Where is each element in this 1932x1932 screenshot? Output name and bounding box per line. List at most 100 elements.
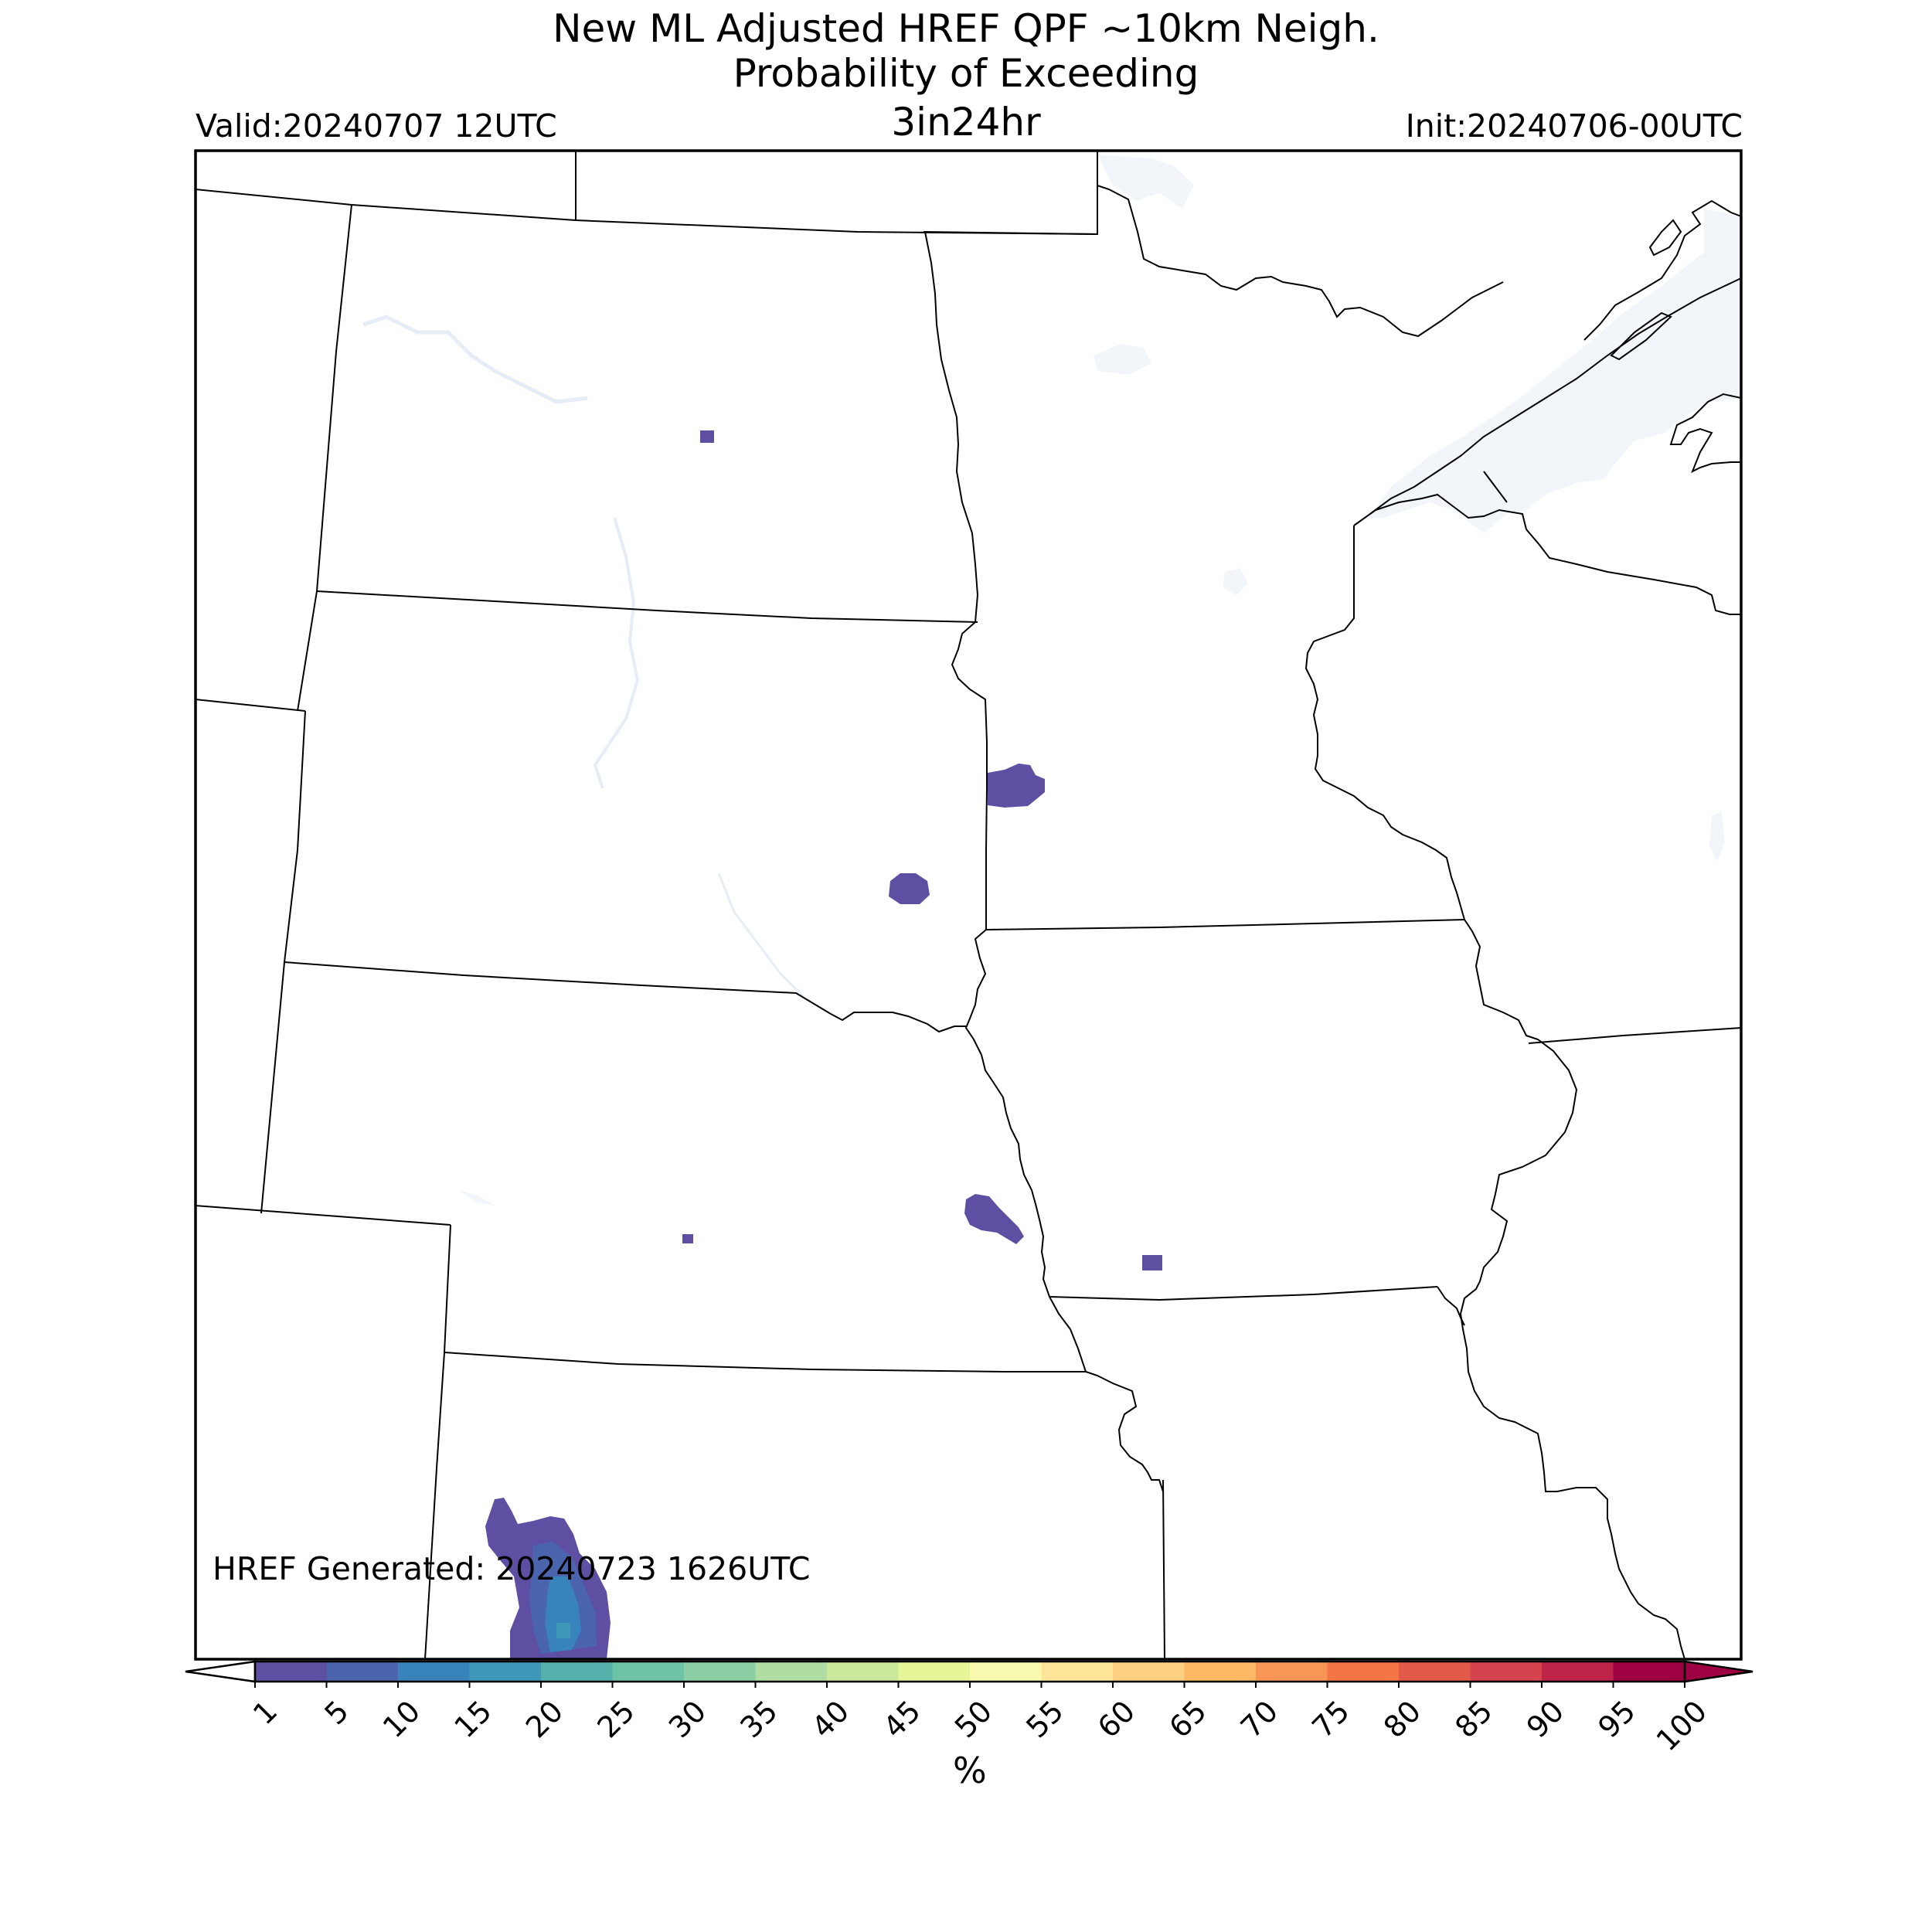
prob-area-eastern-nebraska — [964, 1194, 1024, 1244]
colorbar-tick-label: 40 — [805, 1694, 855, 1744]
colorbar-lower-extend — [185, 1660, 257, 1683]
lake-michigan-north — [1704, 209, 1741, 317]
generated-time-label: HREF Generated: 20240723 1626UTC — [213, 1550, 811, 1587]
wisconsin-minnesota-border — [1304, 526, 1465, 920]
nebraska-kansas-border — [444, 1352, 1086, 1372]
wyoming-sd-ne-border — [260, 710, 306, 1214]
colorbar-tick-label: 55 — [1019, 1694, 1070, 1744]
colorbar-tick-label: 60 — [1091, 1694, 1141, 1744]
colorbar-swatch — [684, 1662, 757, 1682]
colorbar-swatch — [1327, 1662, 1400, 1682]
wisconsin-south-line — [1483, 471, 1508, 503]
mille-lacs — [1223, 568, 1248, 595]
missouri-river-sd — [717, 872, 805, 998]
missouri-river-ne-ks-mo-border — [1049, 1296, 1164, 1492]
wyoming-colorado-border — [196, 1205, 451, 1226]
colorbar-swatch — [1256, 1662, 1328, 1682]
title-line-1: New ML Adjusted HREF QPF ~10km Neigh. — [553, 6, 1379, 51]
lake-of-the-woods — [1097, 155, 1194, 209]
colorbar: 1 5 10 15 20 25 30 35 40 45 50 55 60 65 70 75 80 85 90 95 10… — [185, 1660, 1753, 1757]
colorbar-swatch — [541, 1662, 614, 1682]
colorbar-swatch — [255, 1662, 328, 1682]
sakakawea-reservoir — [362, 315, 588, 404]
colorbar-upper-extend — [1683, 1660, 1753, 1683]
sd-minnesota-border — [951, 621, 988, 930]
colorbar-swatch — [326, 1662, 399, 1682]
prob-area-sw-kansas-20pct — [556, 1623, 570, 1638]
colorbar-swatch — [612, 1662, 685, 1682]
kansas-missouri-border — [1162, 1479, 1165, 1659]
minnesota-iowa-border — [985, 919, 1465, 930]
colorbar-tick-label: 30 — [662, 1694, 713, 1744]
colorbar-tick-label: 90 — [1520, 1694, 1570, 1744]
water-features — [362, 155, 1741, 1206]
colorbar-tick-label: 1 — [247, 1694, 284, 1731]
lake-superior-north-shore — [1369, 277, 1741, 515]
colorbar-tick-label: 80 — [1377, 1694, 1427, 1744]
colorbar-swatch — [469, 1662, 542, 1682]
ontario-shoreline-north — [1583, 199, 1741, 341]
wisconsin-lake-superior-shore — [1353, 493, 1527, 530]
colorbar-tick-label: 75 — [1305, 1694, 1355, 1744]
colorbar-tick-label: 35 — [733, 1694, 784, 1744]
colorbar-tick-label: 70 — [1234, 1694, 1284, 1744]
oahe-reservoir — [593, 517, 640, 789]
init-time-label: Init:20240706-00UTC — [1405, 107, 1743, 145]
probability-fill — [485, 430, 1162, 1659]
iowa-missouri-border — [1049, 1286, 1438, 1301]
wisconsin-michigan-border — [1526, 529, 1741, 615]
map-frame — [194, 149, 1743, 1661]
ontario-coast-points — [1648, 219, 1682, 257]
iowa-sd-border-big-sioux — [964, 929, 987, 1056]
colorbar-tick-label: 25 — [590, 1694, 641, 1744]
colorbar-swatch — [398, 1662, 471, 1682]
nebraska-colorado-border — [424, 1224, 451, 1659]
colorbar-tick-label: 95 — [1591, 1694, 1641, 1744]
prob-area-se-south-dakota — [889, 873, 930, 904]
colorbar-swatch — [1470, 1662, 1543, 1682]
title-line-2: Probability of Exceeding — [733, 51, 1199, 96]
colorbar-tick-label: 65 — [1162, 1694, 1213, 1744]
colorbar-swatch — [970, 1662, 1043, 1682]
colorbar-swatch — [827, 1662, 900, 1682]
colorbar-swatch — [1184, 1662, 1257, 1682]
mcconaughy-lake — [460, 1190, 495, 1206]
title-line-3: 3in24hr — [891, 100, 1041, 145]
colorbar-swatch — [1113, 1662, 1185, 1682]
prob-area-sd-mn-border — [988, 764, 1045, 808]
nd-sd-border — [316, 590, 978, 623]
boundary-lines — [196, 151, 1741, 1659]
colorbar-swatch — [1542, 1662, 1614, 1682]
colorbar-tick-label: 100 — [1650, 1694, 1713, 1757]
colorbar-swatch — [1613, 1662, 1685, 1682]
colorbar-tick-label: 20 — [519, 1694, 570, 1744]
colorbar-tick-label: 85 — [1448, 1694, 1498, 1744]
map-area — [196, 151, 1741, 1659]
keweenaw-peninsula — [1669, 393, 1741, 474]
colorbar-swatch — [1041, 1662, 1114, 1682]
canada-us-border-west — [196, 189, 1098, 235]
lake-winnebago — [1709, 811, 1725, 862]
colorbar-unit-label: % — [953, 1750, 987, 1791]
colorbar-tick-label: 15 — [447, 1694, 498, 1744]
prob-area-sw-kansas-15pct — [545, 1577, 581, 1652]
lake-superior — [1368, 232, 1741, 533]
colorbar-swatch — [755, 1662, 828, 1682]
missouri-river-ia-ne-border — [981, 1054, 1050, 1298]
prob-area-central-nebraska — [682, 1234, 693, 1243]
prob-area-southwest-iowa — [1142, 1255, 1162, 1270]
iowa-illinois-mississippi-south — [1437, 1286, 1465, 1326]
colorbar-tick-label: 45 — [876, 1694, 927, 1744]
minnesota-canada-border — [1097, 185, 1504, 338]
mississippi-iowa-wi-il — [1460, 919, 1578, 1315]
prob-area-north-dakota — [700, 430, 714, 443]
montana-north-dakota-border — [297, 204, 352, 712]
colorbar-tick-label: 5 — [318, 1694, 355, 1731]
colorbar-swatch — [1399, 1662, 1471, 1682]
sd-nebraska-border — [284, 961, 966, 1033]
montana-wyoming-border — [196, 699, 306, 712]
north-dakota-minnesota-border — [924, 231, 979, 623]
red-lake — [1094, 344, 1151, 375]
colorbar-tick-label: 10 — [376, 1694, 427, 1744]
mississippi-mo-il — [1460, 1313, 1685, 1659]
